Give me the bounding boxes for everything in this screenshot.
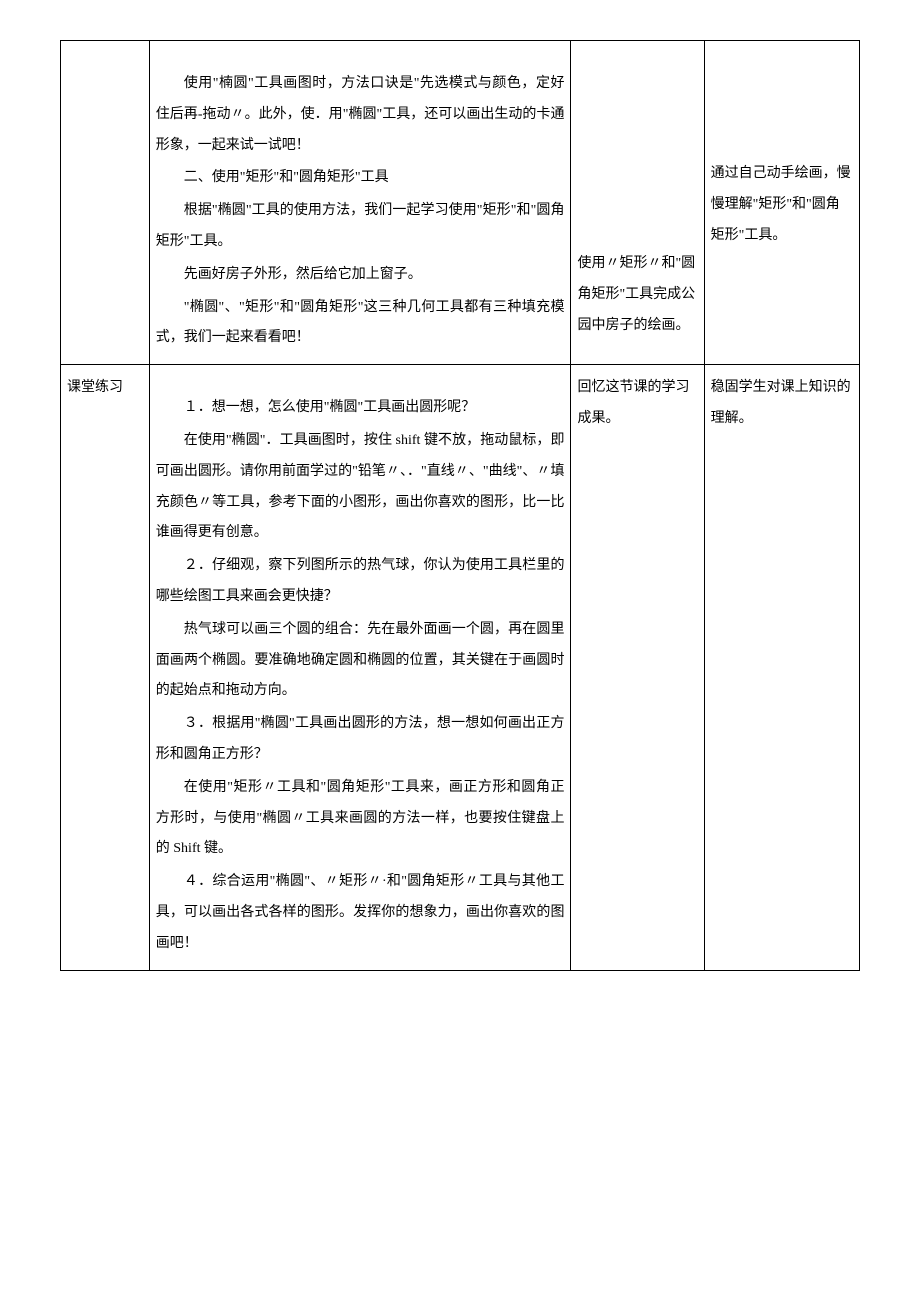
paragraph: "椭圆"、"矩形"和"圆角矩形"这三种几何工具都有三种填充模式，我们一起来看看吧… [156, 293, 565, 355]
paragraph: 在使用"矩形〃工具和"圆角矩形"工具来，画正方形和圆角正方形时，与使用"椭圆〃工… [156, 773, 565, 865]
paragraph: 二、使用"矩形"和"圆角矩形"工具 [156, 163, 565, 194]
cell-row2-col3: 回忆这节课的学习成果。 [571, 365, 704, 970]
paragraph: 先画好房子外形，然后给它加上窗子。 [156, 260, 565, 291]
section-label: 课堂练习 [67, 380, 123, 395]
paragraph: 热气球可以画三个圆的组合：先在最外面画一个圆，再在圆里面画两个椭圆。要准确地确定… [156, 615, 565, 707]
cell-row1-col3: 使用〃矩形〃和"圆角矩形"工具完成公园中房子的绘画。 [571, 41, 704, 365]
paragraph: ２．仔细观，察下列图所示的热气球，你认为使用工具栏里的哪些绘图工具来画会更快捷？ [156, 551, 565, 613]
paragraph: 使用"楠圆"工具画图时，方法口诀是"先选模式与颜色，定好住后再-拖动〃。此外，使… [156, 69, 565, 161]
table-row: 使用"楠圆"工具画图时，方法口诀是"先选模式与颜色，定好住后再-拖动〃。此外，使… [61, 41, 860, 365]
table-row: 课堂练习 １．想一想，怎么使用"椭圆"工具画出圆形呢？ 在使用"椭圆"．工具画图… [61, 365, 860, 970]
cell-row2-col4: 稳固学生对课上知识的理解。 [704, 365, 859, 970]
paragraph: 根据"椭圆"工具的使用方法，我们一起学习使用"矩形"和"圆角矩形"工具。 [156, 196, 565, 258]
paragraph: ３．根据用"椭圆"工具画出圆形的方法，想一想如何画出正方形和圆角正方形？ [156, 709, 565, 771]
activity-text: 使用〃矩形〃和"圆角矩形"工具完成公园中房子的绘画。 [577, 256, 695, 333]
paragraph: ４．综合运用"椭圆"、〃矩形〃·和"圆角矩形〃工具与其他工具，可以画出各式各样的… [156, 867, 565, 959]
paragraph: 在使用"椭圆"．工具画图时，按住 shift 键不放，拖动鼠标，即可画出圆形。请… [156, 426, 565, 549]
cell-row1-col2: 使用"楠圆"工具画图时，方法口诀是"先选模式与颜色，定好住后再-拖动〃。此外，使… [149, 41, 571, 365]
cell-row2-col1: 课堂练习 [61, 365, 150, 970]
cell-row1-col1 [61, 41, 150, 365]
cell-row2-col2: １．想一想，怎么使用"椭圆"工具画出圆形呢？ 在使用"椭圆"．工具画图时，按住 … [149, 365, 571, 970]
paragraph: １．想一想，怎么使用"椭圆"工具画出圆形呢？ [156, 393, 565, 424]
cell-row1-col4: 通过自己动手绘画，慢慢理解"矩形"和"圆角矩形"工具。 [704, 41, 859, 365]
intent-text: 稳固学生对课上知识的理解。 [711, 380, 851, 426]
activity-text: 回忆这节课的学习成果。 [577, 380, 689, 426]
lesson-table: 使用"楠圆"工具画图时，方法口诀是"先选模式与颜色，定好住后再-拖动〃。此外，使… [60, 40, 860, 971]
intent-text: 通过自己动手绘画，慢慢理解"矩形"和"圆角矩形"工具。 [711, 166, 851, 243]
